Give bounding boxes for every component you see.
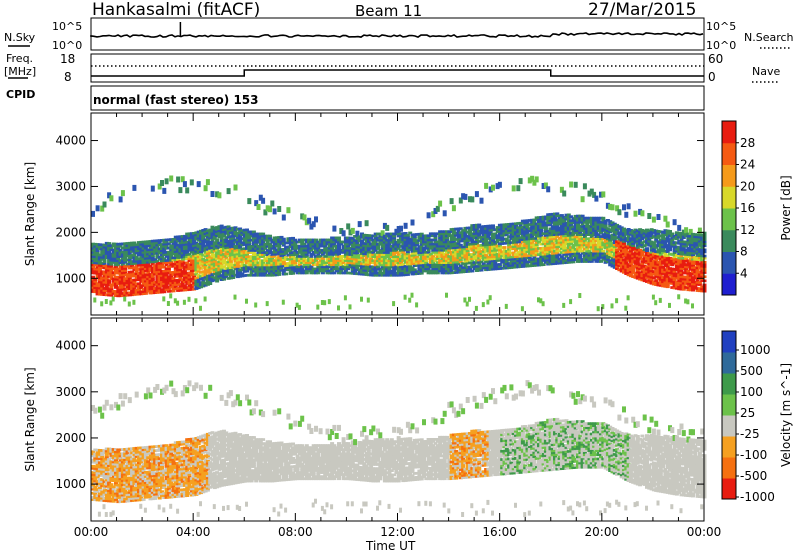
freq-label-line1: Freq.: [6, 52, 34, 65]
x-tick-label: 04:00: [176, 525, 211, 539]
power-colorbar-segment: [722, 121, 736, 144]
freq-label-line2: [MHz]: [4, 65, 37, 78]
colorbar-label: Power [dB]: [779, 175, 793, 240]
date-label: 27/Mar/2015: [588, 0, 697, 20]
colorbar-tick-label: 500: [740, 364, 763, 378]
power-colorbar-segment: [722, 142, 736, 165]
y-tick-label: 3000: [55, 385, 86, 399]
freq-trace: [91, 69, 704, 77]
colorbar-tick-label: 24: [740, 158, 755, 172]
noise-panel-frame: [90, 17, 705, 51]
x-tick-label: 20:00: [585, 525, 620, 539]
colorbar-tick-label: 1000: [740, 343, 771, 357]
velocity-colorbar-segment: [722, 415, 736, 437]
colorbar-tick-label: -1000: [740, 490, 775, 504]
noise-right-tick-bottom: 10^0: [706, 39, 737, 52]
x-axis-label: Time UT: [366, 539, 416, 553]
colorbar-tick-label: 100: [740, 385, 763, 399]
y-tick-label: 1000: [55, 477, 86, 491]
power-colorbar-segment: [722, 229, 736, 252]
cpid-label: CPID: [6, 88, 36, 101]
noise-right-tick-top: 10^5: [706, 20, 737, 33]
power-echo-cells: [91, 175, 707, 312]
colorbar-tick-label: -25: [740, 427, 760, 441]
velocity-colorbar-segment: [722, 457, 736, 479]
power-colorbar-segment: [722, 186, 736, 209]
velocity-colorbar-segment: [722, 394, 736, 416]
y-axis-label: Slant Range [km]: [23, 162, 37, 266]
power-colorbar-segment: [722, 164, 736, 187]
noise-sky-label: N.Sky: [4, 31, 36, 44]
cpid-frame: [90, 85, 705, 111]
cpid-value: normal (fast stereo) 153: [93, 93, 259, 107]
x-tick-label: 16:00: [482, 525, 517, 539]
nave-tick-bottom: 0: [708, 70, 716, 84]
freq-tick-bottom: 8: [64, 70, 72, 84]
noise-left-tick-top: 10^5: [52, 20, 83, 33]
velocity-colorbar-segment: [722, 352, 736, 374]
velocity-echo-cells: [91, 380, 707, 518]
colorbar-tick-label: 28: [740, 136, 755, 150]
noise-search-label: N.Search: [744, 31, 794, 44]
beam-label: Beam 11: [355, 2, 423, 20]
colorbar-tick-label: -500: [740, 469, 767, 483]
colorbar-tick-label: 25: [740, 406, 755, 420]
x-tick-label: 08:00: [278, 525, 313, 539]
power-colorbar-segment: [722, 251, 736, 274]
colorbar-tick-label: 12: [740, 223, 755, 237]
freq-tick-top: 18: [60, 52, 76, 66]
velocity-colorbar-segment: [722, 331, 736, 353]
nave-label: Nave: [752, 65, 781, 78]
y-tick-label: 2000: [55, 225, 86, 239]
x-tick-label: 00:00: [74, 525, 109, 539]
x-tick-label: 00:00: [687, 525, 722, 539]
nave-tick-top: 60: [708, 52, 724, 66]
colorbar-frame: [721, 330, 737, 500]
colorbar-tick-label: -100: [740, 448, 767, 462]
noise-sky-trace: [90, 32, 704, 38]
colorbar-tick-label: 20: [740, 179, 755, 193]
colorbar-tick-label: 8: [740, 245, 748, 259]
y-tick-label: 4000: [55, 134, 86, 148]
velocity-colorbar-segment: [722, 436, 736, 458]
colorbar-tick-label: 16: [740, 201, 755, 215]
y-axis-label: Slant Range [km]: [23, 367, 37, 471]
station-title: Hankasalmi (fitACF): [92, 0, 261, 20]
x-tick-label: 12:00: [380, 525, 415, 539]
y-tick-label: 2000: [55, 431, 86, 445]
colorbar-label: Velocity [m s^-1]: [779, 363, 793, 467]
y-tick-label: 4000: [55, 339, 86, 353]
power-colorbar-segment: [722, 273, 736, 296]
y-tick-label: 1000: [55, 271, 86, 285]
velocity-colorbar-segment: [722, 373, 736, 395]
y-tick-label: 3000: [55, 179, 86, 193]
colorbar-tick-label: 4: [740, 266, 748, 280]
freq-panel-frame: [90, 53, 705, 83]
velocity-colorbar-segment: [722, 478, 736, 500]
noise-left-tick-bottom: 10^0: [52, 39, 83, 52]
power-colorbar-segment: [722, 208, 736, 231]
